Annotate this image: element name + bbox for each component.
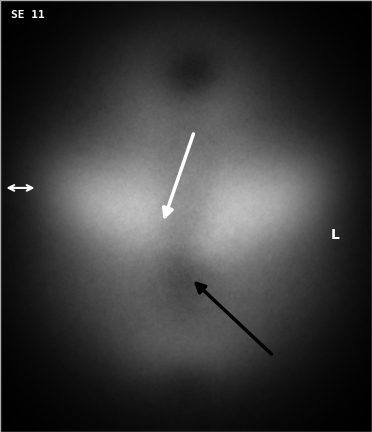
Text: L: L xyxy=(330,229,339,242)
Text: SE 11: SE 11 xyxy=(11,10,45,19)
